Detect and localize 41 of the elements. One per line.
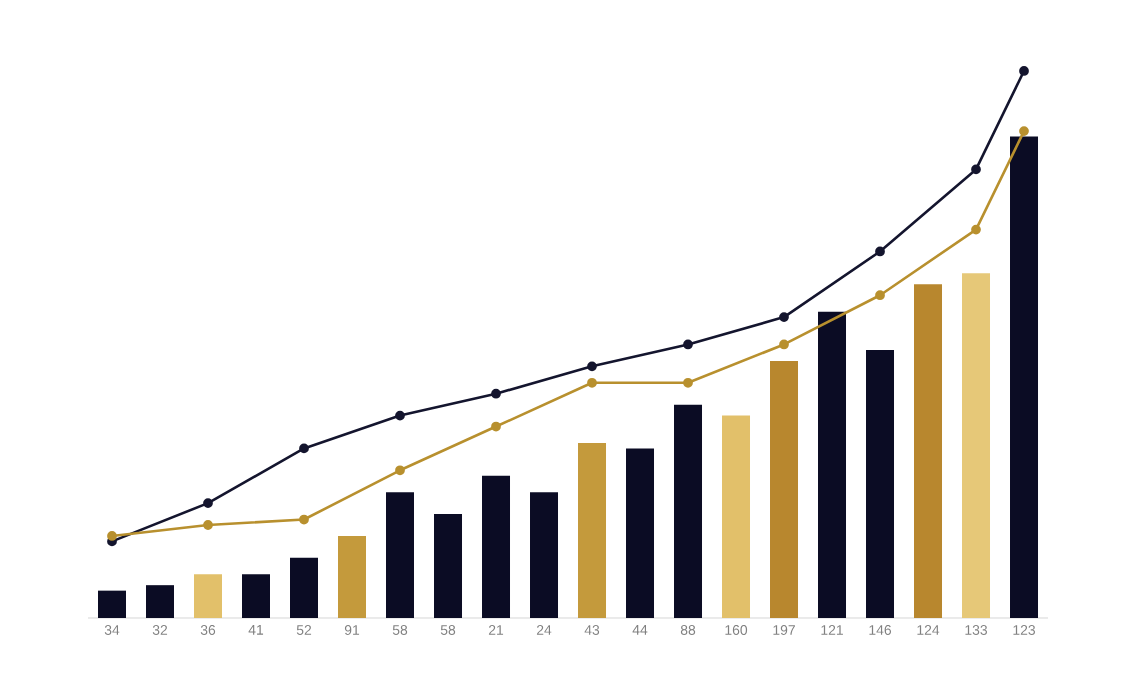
- point: [299, 443, 309, 454]
- bar: [338, 535, 366, 618]
- point: [971, 164, 981, 175]
- bar: [770, 360, 799, 618]
- point: [1019, 126, 1029, 136]
- bar: [530, 492, 559, 618]
- point: [779, 339, 789, 350]
- point: [491, 388, 501, 399]
- bar: [386, 492, 414, 618]
- point: [395, 410, 405, 421]
- bar: [914, 284, 943, 618]
- bar: [818, 311, 847, 618]
- bar: [1010, 136, 1039, 618]
- point: [683, 339, 693, 350]
- bar: [242, 574, 270, 618]
- point: [395, 465, 405, 476]
- point: [203, 498, 213, 508]
- bar: [578, 442, 607, 618]
- bar: [626, 448, 655, 618]
- point: [875, 246, 885, 257]
- bar: [290, 557, 318, 618]
- point: [107, 531, 117, 541]
- point: [683, 377, 693, 388]
- bar: [194, 574, 222, 618]
- point: [491, 421, 501, 432]
- bar: [482, 475, 511, 618]
- bar: [434, 514, 463, 618]
- bar: [674, 404, 703, 618]
- bar: [722, 415, 751, 618]
- point: [1019, 66, 1029, 76]
- bar: [98, 590, 126, 618]
- point: [203, 520, 213, 530]
- bar: [146, 585, 174, 618]
- point: [779, 312, 789, 322]
- point: [971, 224, 981, 235]
- point: [875, 290, 885, 301]
- point: [587, 377, 597, 388]
- point: [587, 361, 597, 372]
- point: [299, 514, 309, 525]
- bar: [866, 349, 895, 618]
- bar: [962, 273, 991, 618]
